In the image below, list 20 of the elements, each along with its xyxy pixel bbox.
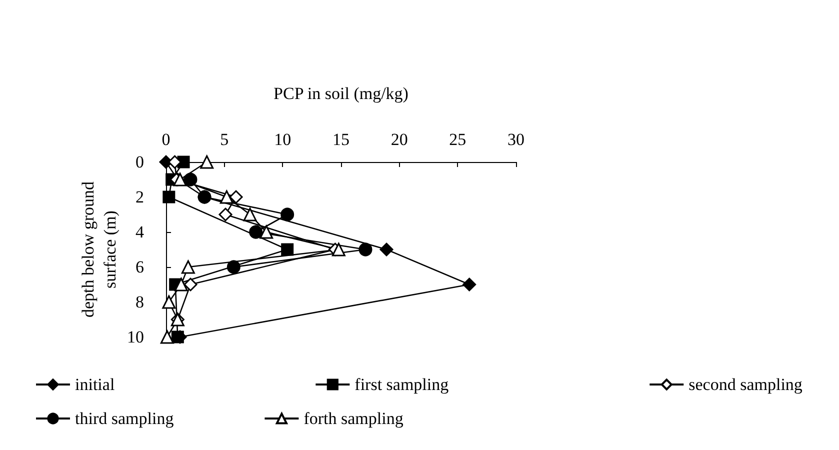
y-tick-label: 2 <box>136 188 144 206</box>
x-tick-label: 15 <box>332 130 350 149</box>
x-axis-title: PCP in soil (mg/kg) <box>274 84 408 103</box>
x-tick-label: 25 <box>449 130 466 149</box>
y-axis-title: depth below ground surface (m) <box>78 181 120 318</box>
y-tick-label: 6 <box>136 258 144 276</box>
y-tick-label: 8 <box>136 292 144 312</box>
x-tick-label: 0 <box>162 130 170 149</box>
y-tick-label: 0 <box>136 152 144 172</box>
y-tick-label: 4 <box>136 222 144 242</box>
x-tick-label: 5 <box>220 130 229 149</box>
legend-label: third sampling <box>75 409 174 428</box>
y-tick-label: 10 <box>127 328 144 346</box>
legend-label: first sampling <box>354 375 450 394</box>
x-tick-label: 20 <box>390 130 408 149</box>
legend-label: forth sampling <box>304 409 404 428</box>
legend-label: initial <box>75 375 115 394</box>
x-tick-label: 30 <box>508 130 524 149</box>
x-tick-label: 10 <box>274 130 292 149</box>
legend-label: second sampling <box>688 375 803 394</box>
